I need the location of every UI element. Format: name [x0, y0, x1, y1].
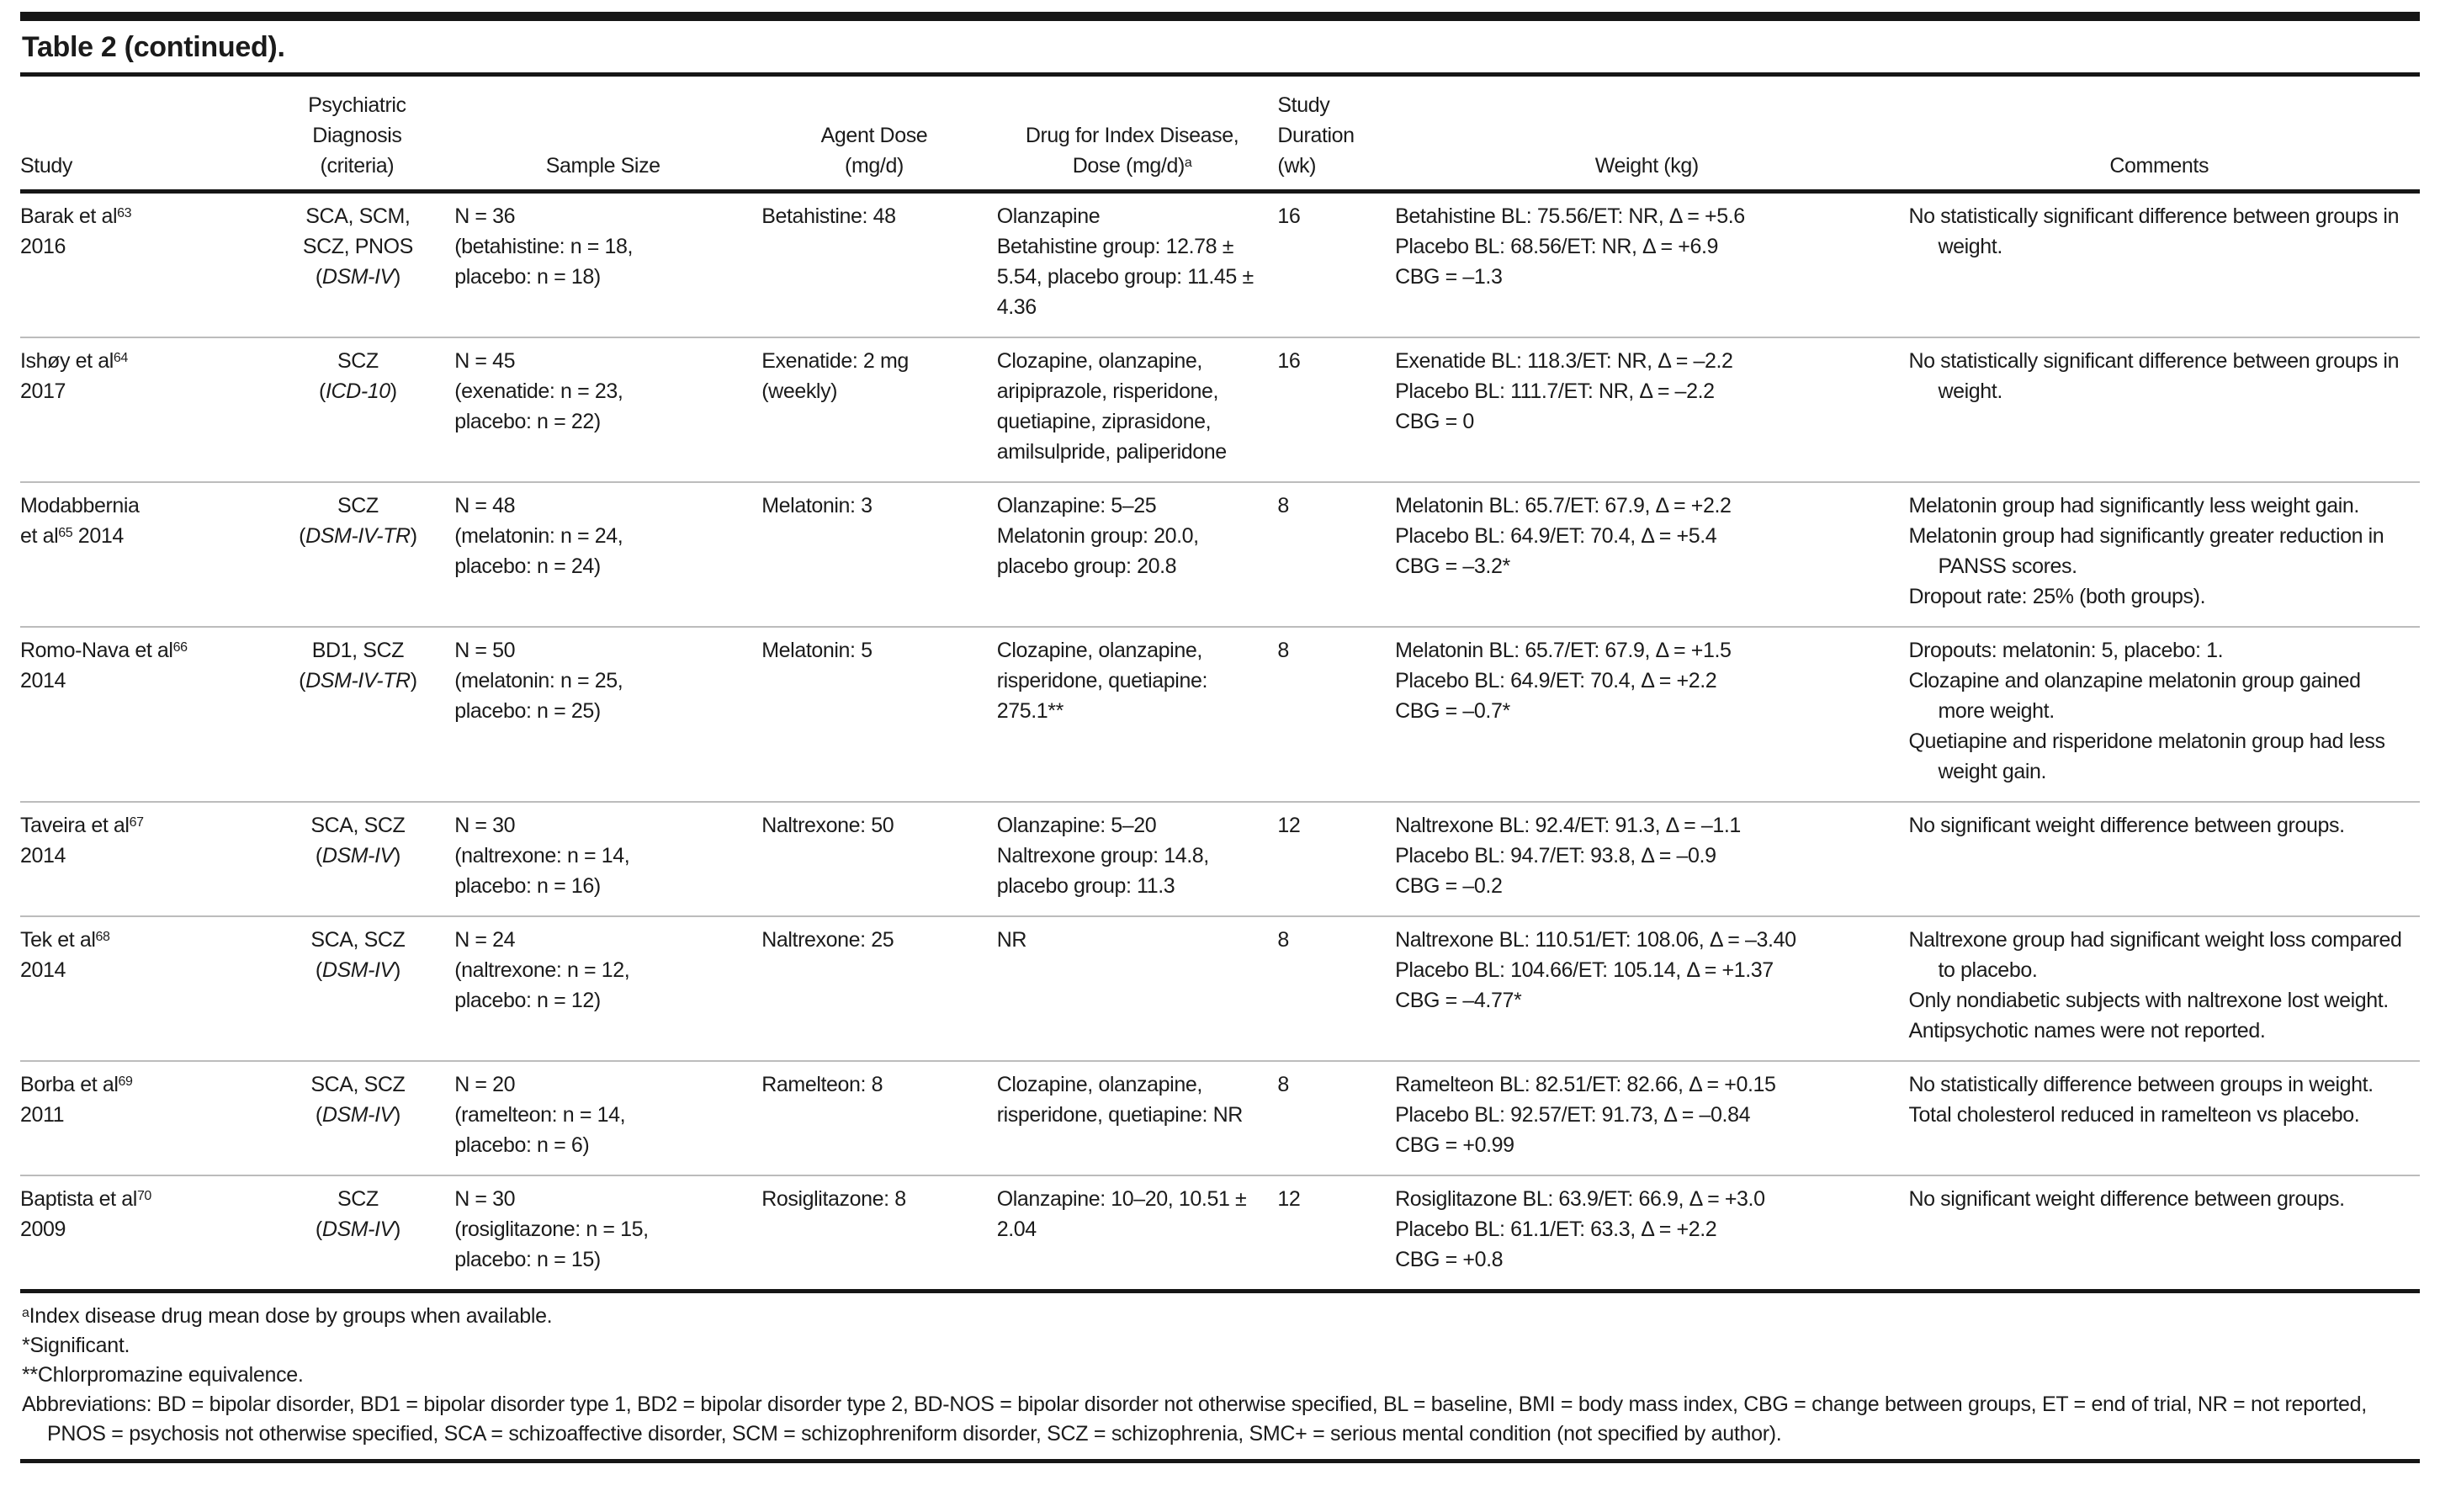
column-header-study: Study	[20, 77, 270, 194]
table-top-rule	[20, 12, 2420, 21]
table-row-4: Romo-Nava et al66 2014 BD1, SCZ (DSM-IV-TR)…	[20, 627, 2420, 803]
cell-drug: Olanzapine: 10–20, 10.51 ± 2.04	[996, 1175, 1278, 1293]
cell-study: Romo-Nava et al66 2014	[20, 627, 270, 803]
cell-agent: Melatonin: 5	[761, 627, 997, 803]
cell-sample: N = 24 (naltrexone: n = 12, placebo: n = 1…	[454, 916, 762, 1062]
cell-drug: Olanzapine: 5–20 Naltrexone group: 14.8, …	[996, 802, 1278, 917]
cell-duration: 8	[1277, 1061, 1396, 1176]
cell-weight: Melatonin BL: 65.7/ET: 67.9, Δ = +1.5 Pla…	[1395, 627, 1909, 803]
table-footnotes: aIndex disease drug mean dose by groups …	[20, 1293, 2420, 1459]
cell-study: Taveira et al67 2014	[20, 802, 270, 917]
table-header: Study Psychiatric Diagnosis (criteria) Sampl…	[20, 77, 2420, 194]
table-body: Barak et al63 2016 SCA, SCM, SCZ, PNOS (DSM-…	[20, 191, 2420, 1293]
cell-diagnosis: SCZ (DSM-IV)	[269, 1175, 455, 1293]
column-header-sample: Sample Size	[454, 77, 762, 194]
cell-weight: Melatonin BL: 65.7/ET: 67.9, Δ = +2.2 Pla…	[1395, 482, 1909, 628]
cell-duration: 16	[1277, 191, 1396, 338]
cell-weight: Rosiglitazone BL: 63.9/ET: 66.9, Δ = +3.…	[1395, 1175, 1909, 1293]
cell-drug: Clozapine, olanzapine, risperidone, quet…	[996, 627, 1278, 803]
cell-diagnosis: SCZ (DSM-IV-TR)	[269, 482, 455, 628]
cell-sample: N = 20 (ramelteon: n = 14, placebo: n = 6)	[454, 1061, 762, 1176]
cell-weight: Naltrexone BL: 110.51/ET: 108.06, Δ = –3…	[1395, 916, 1909, 1062]
footnote: aIndex disease drug mean dose by groups …	[22, 1304, 553, 1328]
footnote: *Significant.	[22, 1334, 130, 1357]
cell-diagnosis: BD1, SCZ (DSM-IV-TR)	[269, 627, 455, 803]
cell-study: Borba et al69 2011	[20, 1061, 270, 1176]
table-row-1: Barak et al63 2016 SCA, SCM, SCZ, PNOS (DSM-…	[20, 191, 2420, 338]
cell-drug: NR	[996, 916, 1278, 1062]
cell-agent: Naltrexone: 50	[761, 802, 997, 917]
cell-comments: Naltrexone group had significant weight …	[1908, 916, 2420, 1062]
column-header-drug: Drug for Index Disease, Dose (mg/d)a	[996, 77, 1278, 194]
table-bottom-rule	[20, 1459, 2420, 1463]
table-row-7: Borba et al69 2011 SCA, SCZ (DSM-IV) N = 20(…	[20, 1061, 2420, 1176]
study-table: Study Psychiatric Diagnosis (criteria) Sampl…	[20, 77, 2420, 1293]
cell-duration: 8	[1277, 916, 1396, 1062]
cell-comments: No statistically difference between grou…	[1908, 1061, 2420, 1176]
cell-duration: 16	[1277, 337, 1396, 483]
cell-sample: N = 36 (betahistine: n = 18, placebo: n = …	[454, 191, 762, 338]
table-row-5: Taveira et al67 2014 SCA, SCZ (DSM-IV) N = 3…	[20, 802, 2420, 917]
cell-study: Barak et al63 2016	[20, 191, 270, 338]
cell-agent: Betahistine: 48	[761, 191, 997, 338]
cell-duration: 12	[1277, 802, 1396, 917]
cell-drug: Clozapine, olanzapine, aripiprazole, ris…	[996, 337, 1278, 483]
cell-diagnosis: SCZ (ICD-10)	[269, 337, 455, 483]
cell-comments: No significant weight difference between…	[1908, 1175, 2420, 1293]
cell-diagnosis: SCA, SCM, SCZ, PNOS (DSM-IV)	[269, 191, 455, 338]
cell-sample: N = 30 (rosiglitazone: n = 15, placebo: n …	[454, 1175, 762, 1293]
header-row: Study Psychiatric Diagnosis (criteria) Sampl…	[20, 77, 2420, 194]
cell-duration: 8	[1277, 627, 1396, 803]
cell-drug: Olanzapine Betahistine group: 12.78 ± 5.5…	[996, 191, 1278, 338]
table-title: Table 2 (continued).	[22, 31, 285, 63]
cell-agent: Rosiglitazone: 8	[761, 1175, 997, 1293]
footnote: **Chlorpromazine equivalence.	[22, 1363, 304, 1387]
cell-agent: Exenatide: 2 mg (weekly)	[761, 337, 997, 483]
column-header-duration: Study Duration (wk)	[1277, 77, 1396, 194]
footnote: Abbreviations: BD = bipolar disorder, BD…	[22, 1393, 2367, 1446]
cell-weight: Betahistine BL: 75.56/ET: NR, Δ = +5.6 Pl…	[1395, 191, 1909, 338]
paper-table-page: Table 2 (continued). Study Psychiatric Dia…	[20, 12, 2420, 1463]
cell-weight: Ramelteon BL: 82.51/ET: 82.66, Δ = +0.15…	[1395, 1061, 1909, 1176]
title-divider-rule	[20, 72, 2420, 77]
cell-agent: Ramelteon: 8	[761, 1061, 997, 1176]
cell-drug: Clozapine, olanzapine, risperidone, quet…	[996, 1061, 1278, 1176]
column-header-diagnosis: Psychiatric Diagnosis (criteria)	[269, 77, 455, 194]
column-header-comments: Comments	[1908, 77, 2420, 194]
cell-comments: Dropouts: melatonin: 5, placebo: 1. Cloza…	[1908, 627, 2420, 803]
cell-comments: No statistically significant difference …	[1908, 191, 2420, 338]
cell-sample: N = 50 (melatonin: n = 25, placebo: n = 25…	[454, 627, 762, 803]
cell-agent: Naltrexone: 25	[761, 916, 997, 1062]
cell-diagnosis: SCA, SCZ (DSM-IV)	[269, 1061, 455, 1176]
column-header-weight: Weight (kg)	[1395, 77, 1909, 194]
table-row-3: Modabbernia et al65 2014 SCZ (DSM-IV-TR) N =…	[20, 482, 2420, 628]
cell-drug: Olanzapine: 5–25 Melatonin group: 20.0, p…	[996, 482, 1278, 628]
column-header-agent: Agent Dose (mg/d)	[761, 77, 997, 194]
cell-weight: Exenatide BL: 118.3/ET: NR, Δ = –2.2 Plac…	[1395, 337, 1909, 483]
cell-study: Ishøy et al64 2017	[20, 337, 270, 483]
table-row-8: Baptista et al70 2009 SCZ (DSM-IV) N = 30 (ro…	[20, 1175, 2420, 1293]
cell-weight: Naltrexone BL: 92.4/ET: 91.3, Δ = –1.1 Pl…	[1395, 802, 1909, 917]
cell-comments: No significant weight difference between…	[1908, 802, 2420, 917]
cell-comments: Melatonin group had significantly less w…	[1908, 482, 2420, 628]
cell-comments: No statistically significant difference …	[1908, 337, 2420, 483]
cell-duration: 12	[1277, 1175, 1396, 1293]
cell-sample: N = 48 (melatonin: n = 24, placebo: n = 24…	[454, 482, 762, 628]
cell-diagnosis: SCA, SCZ (DSM-IV)	[269, 802, 455, 917]
cell-study: Baptista et al70 2009	[20, 1175, 270, 1293]
cell-agent: Melatonin: 3	[761, 482, 997, 628]
cell-study: Tek et al68 2014	[20, 916, 270, 1062]
table-row-2: Ishøy et al64 2017 SCZ (ICD-10) N = 45 (exena…	[20, 337, 2420, 483]
cell-duration: 8	[1277, 482, 1396, 628]
table-row-6: Tek et al68 2014 SCA, SCZ (DSM-IV) N = 24 (na…	[20, 916, 2420, 1062]
cell-study: Modabbernia et al65 2014	[20, 482, 270, 628]
cell-sample: N = 45 (exenatide: n = 23, placebo: n = 22…	[454, 337, 762, 483]
cell-diagnosis: SCA, SCZ (DSM-IV)	[269, 916, 455, 1062]
cell-sample: N = 30 (naltrexone: n = 14, placebo: n = 1…	[454, 802, 762, 917]
